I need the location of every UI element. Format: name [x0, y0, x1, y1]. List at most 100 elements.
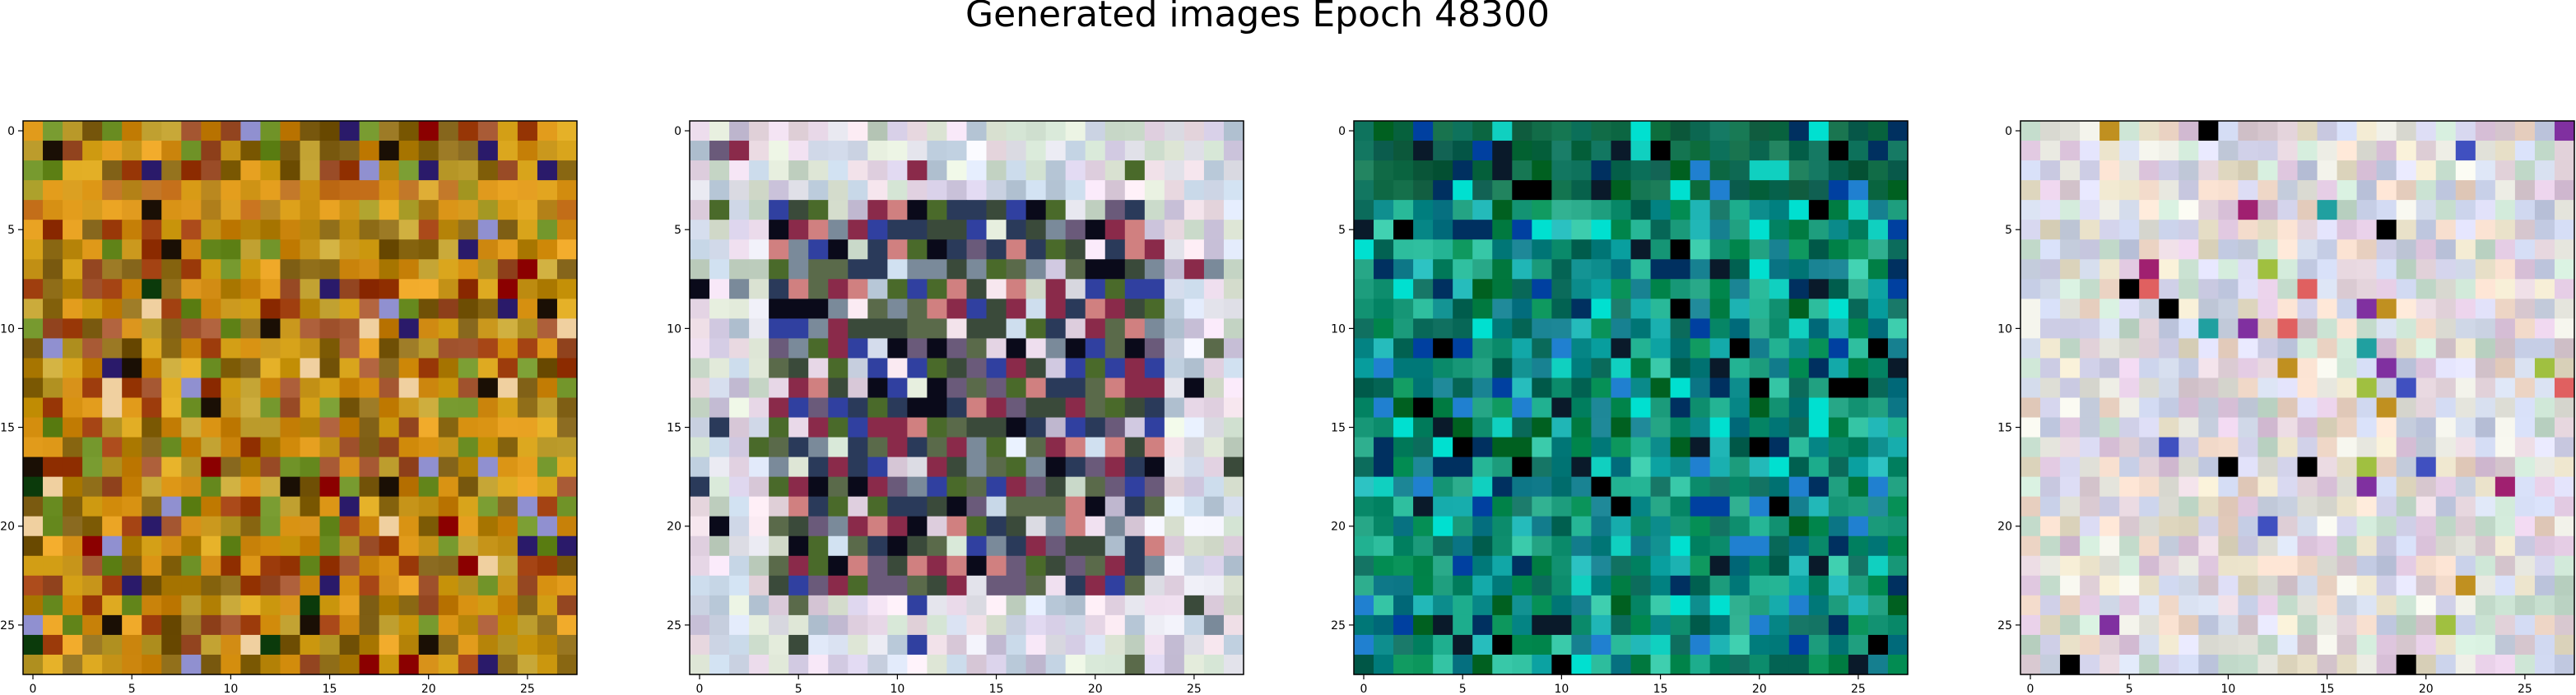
- pixel-cell: [398, 338, 420, 359]
- pixel-cell: [102, 318, 123, 339]
- pixel-cell: [1065, 417, 1086, 438]
- pixel-cell: [1045, 476, 1067, 498]
- pixel-cell: [2416, 160, 2437, 181]
- pixel-cell: [1769, 220, 1790, 240]
- pixel-cell: [887, 239, 908, 260]
- pixel-cell: [181, 614, 202, 636]
- pixel-cell: [1571, 180, 1593, 201]
- pixel-cell: [788, 318, 809, 339]
- pixel-cell: [2376, 121, 2397, 141]
- pixel-cell: [142, 555, 162, 577]
- pixel-cell: [946, 476, 968, 498]
- pixel-cell: [1124, 456, 1146, 478]
- x-tick-label: 5: [2126, 683, 2133, 695]
- pixel-cell: [2257, 575, 2279, 596]
- pixel-cell: [379, 614, 400, 636]
- pixel-cell: [1650, 555, 1672, 577]
- pixel-cell: [201, 200, 221, 220]
- pixel-cell: [1124, 279, 1146, 299]
- pixel-cell: [1433, 456, 1453, 478]
- pixel-cell: [2337, 437, 2358, 458]
- pixel-cell: [339, 259, 360, 280]
- pixel-cell: [2099, 200, 2120, 220]
- pixel-cell: [2060, 397, 2081, 419]
- pixel-cell: [690, 575, 710, 596]
- pixel-cell: [43, 180, 63, 201]
- pixel-cell: [2455, 180, 2476, 201]
- pixel-cell: [142, 239, 162, 260]
- pixel-cell: [398, 634, 420, 656]
- pixel-cell: [2396, 279, 2417, 299]
- pixel-cell: [201, 575, 221, 596]
- pixel-cell: [2337, 575, 2358, 596]
- pixel-cell: [2080, 121, 2100, 141]
- pixel-cell: [1670, 516, 1691, 537]
- pixel-cell: [398, 259, 420, 280]
- pixel-cell: [690, 358, 710, 379]
- pixel-cell: [1887, 141, 1909, 161]
- pixel-cell: [359, 299, 380, 319]
- pixel-cell: [1867, 121, 1889, 141]
- x-tick-label: 0: [2027, 683, 2034, 695]
- pixel-cell: [907, 397, 928, 419]
- pixel-cell: [1472, 614, 1493, 636]
- pixel-cell: [2238, 417, 2259, 438]
- pixel-cell: [1433, 239, 1453, 260]
- pixel-cell: [2257, 279, 2279, 299]
- pixel-cell: [142, 496, 162, 517]
- pixel-cell: [1492, 318, 1513, 339]
- pixel-cell: [240, 595, 262, 616]
- pixel-cell: [966, 614, 988, 636]
- pixel-cell: [477, 160, 499, 181]
- x-tick-label: 25: [1187, 683, 1202, 695]
- pixel-cell: [161, 299, 182, 319]
- pixel-cell: [1374, 259, 1394, 280]
- pixel-cell: [2455, 378, 2476, 399]
- pixel-cell: [1164, 417, 1185, 438]
- pixel-cell: [221, 614, 241, 636]
- pixel-cell: [1374, 121, 1394, 141]
- pixel-cell: [1808, 121, 1830, 141]
- pixel-cell: [221, 378, 241, 399]
- pixel-cell: [1709, 259, 1731, 280]
- pixel-cell: [1393, 121, 1414, 141]
- pixel-cell: [1630, 121, 1652, 141]
- pixel-cell: [398, 496, 420, 517]
- x-tick-label: 15: [989, 683, 1004, 695]
- pixel-cell: [1065, 160, 1086, 181]
- pixel-cell: [2554, 456, 2575, 478]
- pixel-cell: [2356, 595, 2378, 616]
- pixel-cell: [2317, 516, 2338, 537]
- pixel-cell: [1183, 141, 1205, 161]
- pixel-cell: [1867, 397, 1889, 419]
- pixel-cell: [379, 555, 400, 577]
- pixel-cell: [221, 654, 241, 675]
- pixel-cell: [2159, 220, 2179, 240]
- pixel-cell: [1413, 595, 1434, 616]
- pixel-cell: [201, 121, 221, 141]
- pixel-cell: [2396, 417, 2417, 438]
- pixel-cell: [1393, 654, 1414, 675]
- pixel-cell: [1124, 397, 1146, 419]
- pixel-cell: [1374, 358, 1394, 379]
- pixel-cell: [2178, 634, 2199, 656]
- pixel-cell: [2257, 141, 2279, 161]
- pixel-cell: [1670, 654, 1691, 675]
- pixel-cell: [2178, 180, 2199, 201]
- pixel-cell: [1393, 299, 1414, 319]
- pixel-cell: [2297, 299, 2318, 319]
- pixel-cell: [418, 239, 439, 260]
- pixel-cell: [1006, 535, 1027, 557]
- pixel-cell: [2040, 575, 2061, 596]
- pixel-cell: [907, 575, 928, 596]
- pixel-cell: [2356, 318, 2378, 339]
- pixel-cell: [181, 516, 202, 537]
- pixel-cell: [339, 200, 360, 220]
- pixel-cell: [1025, 575, 1047, 596]
- pixel-cell: [1085, 417, 1106, 438]
- pixel-cell: [690, 516, 710, 537]
- pixel-cell: [1144, 516, 1165, 537]
- pixel-cell: [1433, 654, 1453, 675]
- pixel-cell: [1065, 358, 1086, 379]
- pixel-cell: [2139, 160, 2160, 181]
